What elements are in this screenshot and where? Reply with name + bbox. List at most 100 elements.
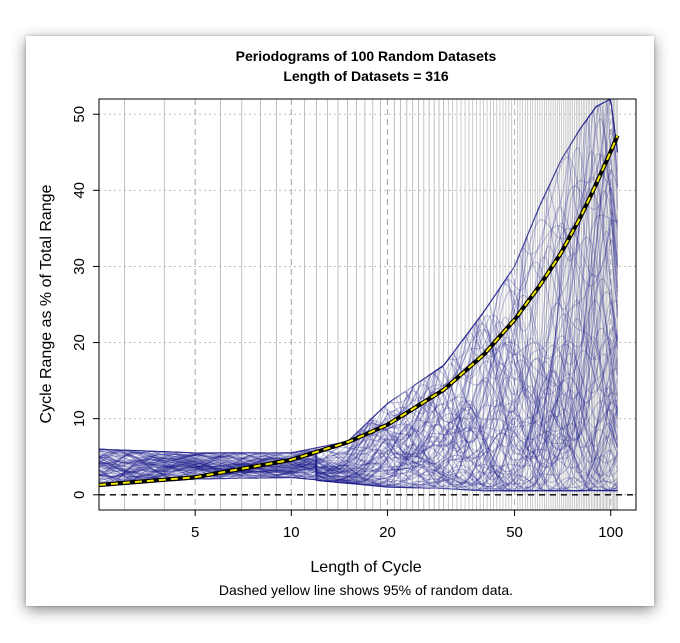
periodogram-line <box>99 157 619 489</box>
periodogram-line <box>99 391 618 492</box>
periodogram-line <box>99 99 619 468</box>
periodogram-line <box>99 100 619 478</box>
y-tick-label: 30 <box>71 258 88 275</box>
periodogram-line <box>99 126 619 473</box>
periodogram-line <box>99 273 619 492</box>
y-tick-label: 0 <box>71 491 88 499</box>
periodogram-line <box>99 387 619 492</box>
periodogram-line <box>99 153 619 482</box>
periodogram-line <box>99 322 619 487</box>
periodogram-line <box>99 290 618 483</box>
periodogram-line <box>99 350 618 488</box>
periodogram-line <box>99 400 619 492</box>
chart-caption: Dashed yellow line shows 95% of random d… <box>219 582 513 598</box>
periodogram-line <box>99 104 619 482</box>
periodogram-line <box>99 375 619 485</box>
periodogram-line <box>99 212 619 492</box>
chart-subtitle: Length of Datasets = 316 <box>283 68 449 84</box>
periodogram-line <box>99 226 618 473</box>
periodogram-line <box>99 437 618 492</box>
periodogram-line <box>99 99 619 473</box>
grid-layer <box>99 99 636 510</box>
periodogram-line <box>99 99 619 470</box>
periodogram-line <box>99 353 619 486</box>
periodogram-line <box>99 380 618 492</box>
periodogram-chart: Periodograms of 100 Random Datasets Leng… <box>38 48 637 598</box>
periodogram-line <box>99 190 619 485</box>
periodogram-line <box>99 147 618 481</box>
periodogram-line <box>99 99 619 472</box>
chart-title: Periodograms of 100 Random Datasets <box>236 48 497 64</box>
periodogram-line <box>99 104 619 467</box>
periodogram-line <box>99 414 619 492</box>
periodogram-line <box>99 382 618 490</box>
x-tick-label: 100 <box>598 524 623 541</box>
periodogram-line <box>99 278 619 492</box>
periodogram-line <box>99 316 619 489</box>
periodogram-line <box>99 195 619 483</box>
periodogram-line <box>99 336 619 485</box>
periodogram-line <box>99 187 619 474</box>
periodogram-line <box>99 394 619 490</box>
periodogram-line <box>99 436 618 492</box>
periodogram-line <box>99 219 618 474</box>
plot-border <box>98 98 637 511</box>
y-axis: 0 10 20 30 40 50 <box>71 106 99 499</box>
periodogram-line <box>99 333 619 481</box>
periodogram-line <box>99 359 618 477</box>
periodogram-line <box>99 99 619 467</box>
periodogram-line <box>99 311 619 491</box>
periodogram-line <box>99 360 619 491</box>
periodogram-line <box>99 254 618 492</box>
periodogram-line <box>99 399 618 492</box>
x-tick-label: 50 <box>506 524 523 541</box>
periodogram-line <box>99 109 619 467</box>
periodogram-line <box>99 214 619 477</box>
periodogram-line <box>99 354 619 486</box>
periodogram-line <box>99 219 618 466</box>
periodogram-line <box>99 417 618 492</box>
periodogram-line <box>99 302 618 492</box>
periodogram-line <box>99 347 618 492</box>
periodogram-line <box>99 424 618 492</box>
x-tick-label: 5 <box>191 524 199 541</box>
periodogram-line <box>99 342 618 492</box>
periodogram-line <box>99 300 619 489</box>
reference-lines <box>98 134 636 496</box>
periodogram-line <box>99 118 619 473</box>
periodogram-line <box>99 400 618 492</box>
threshold-line <box>98 135 619 486</box>
y-tick-label: 40 <box>71 182 88 199</box>
periodogram-line <box>99 439 618 492</box>
periodogram-line <box>99 99 619 474</box>
periodogram-line <box>99 118 619 477</box>
periodogram-line <box>99 222 619 478</box>
periodogram-line <box>99 313 619 485</box>
y-tick-label: 50 <box>71 106 88 123</box>
y-tick-label: 10 <box>71 410 88 427</box>
periodogram-line <box>99 379 619 492</box>
periodogram-line <box>99 230 619 492</box>
x-tick-label: 20 <box>379 524 396 541</box>
periodogram-line <box>99 168 619 468</box>
x-axis-label: Length of Cycle <box>310 559 421 576</box>
periodogram-line <box>99 153 619 484</box>
periodogram-line <box>99 370 619 492</box>
periodogram-line <box>99 251 619 475</box>
periodogram-line <box>99 299 618 488</box>
periodogram-line <box>99 291 619 490</box>
periodogram-line <box>99 352 619 490</box>
periodogram-line <box>99 403 618 492</box>
chart-frame: Periodograms of 100 Random Datasets Leng… <box>26 36 654 606</box>
periodogram-line <box>99 176 619 477</box>
periodogram-line <box>99 245 619 475</box>
periodogram-line <box>99 361 619 488</box>
periodogram-line <box>99 150 619 477</box>
periodogram-line <box>99 271 619 482</box>
y-axis-label: Cycle Range as % of Total Range <box>38 184 55 423</box>
periodogram-line <box>99 299 618 490</box>
periodogram-line <box>99 353 619 480</box>
periodogram-line <box>99 99 619 474</box>
periodogram-line <box>99 357 619 492</box>
x-tick-label: 10 <box>283 524 300 541</box>
